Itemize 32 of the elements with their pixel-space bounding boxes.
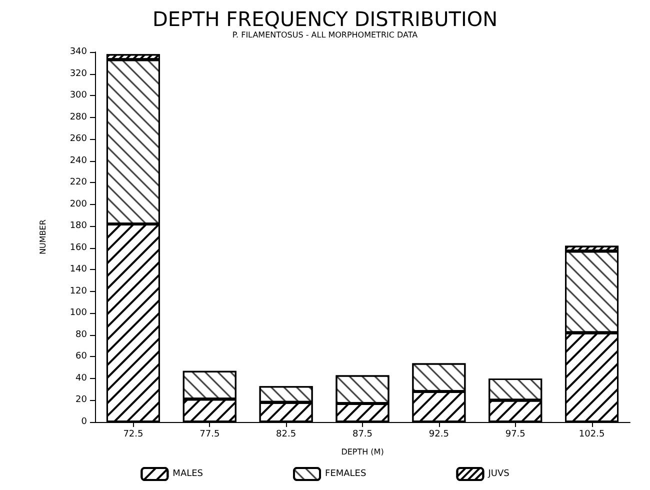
y-tick-label: 200 <box>70 199 88 210</box>
y-tick-label: 300 <box>70 90 88 101</box>
x-tick-label: 97.5 <box>505 430 526 440</box>
legend-label: JUVS <box>487 469 510 479</box>
y-tick-label: 0 <box>81 417 88 427</box>
x-tick-label: 82.5 <box>276 430 296 440</box>
y-tick-label: 120 <box>70 286 88 296</box>
y-tick-label: 20 <box>76 395 88 406</box>
x-tick-label: 77.5 <box>200 430 220 440</box>
x-tick-label: 92.5 <box>428 430 449 440</box>
y-tick-label: 340 <box>70 47 88 57</box>
y-tick-label: 140 <box>70 264 88 275</box>
chart-subtitle: P. FILAMENTOSUS - ALL MORPHOMETRIC DATA <box>232 30 418 40</box>
y-tick-label: 80 <box>76 330 88 340</box>
y-tick-label: 280 <box>70 112 88 122</box>
y-tick-label: 260 <box>70 134 88 144</box>
y-tick-label: 240 <box>70 156 88 166</box>
x-tick-label: 87.5 <box>352 430 373 440</box>
y-tick-label: 40 <box>76 373 88 384</box>
x-tick-label: 72.5 <box>123 430 144 440</box>
y-tick-label: 180 <box>70 221 88 232</box>
y-tick-label: 60 <box>76 352 88 362</box>
y-tick-label: 320 <box>70 68 88 79</box>
y-tick-label: 100 <box>70 308 88 318</box>
legend-label: MALES <box>172 469 204 479</box>
y-axis-title: NUMBER <box>38 219 48 254</box>
legend-label: FEMALES <box>325 469 366 479</box>
x-tick-label: 102.5 <box>578 430 605 440</box>
y-tick-label: 160 <box>70 242 88 253</box>
y-tick-label: 220 <box>70 178 88 188</box>
x-axis-title: DEPTH (M) <box>341 448 384 456</box>
chart-title: DEPTH FREQUENCY DISTRIBUTION <box>152 7 498 31</box>
